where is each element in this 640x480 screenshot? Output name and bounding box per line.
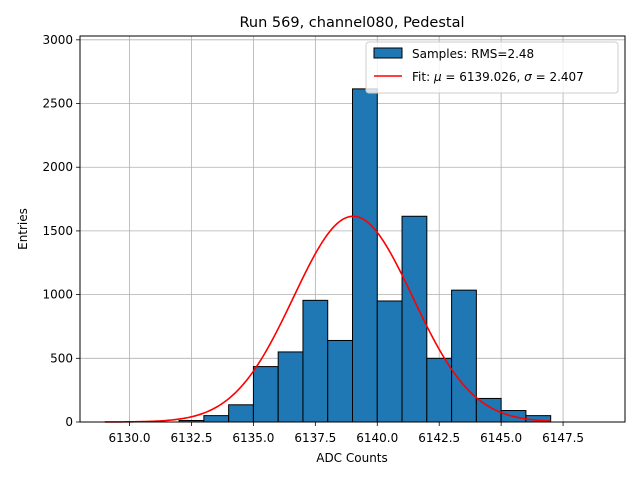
histogram-bar (376, 300, 403, 423)
x-tick-label: 6145.0 (480, 431, 522, 445)
chart-title: Run 569, channel080, Pedestal (239, 15, 464, 31)
x-tick-label: 6132.5 (170, 431, 212, 445)
x-tick-label: 6130.0 (109, 431, 151, 445)
histogram-bars (178, 88, 552, 423)
x-tick-label: 6137.5 (294, 431, 336, 445)
y-tick-label: 2500 (42, 97, 73, 111)
histogram-bar (451, 289, 477, 423)
legend-histogram-label: Samples: RMS=2.48 (412, 47, 534, 61)
legend-histogram-swatch (373, 47, 403, 59)
y-tick-label: 500 (50, 351, 73, 365)
x-tick-label: 6142.5 (418, 431, 460, 445)
legend-fit-label: Fit: μ = 6139.026, σ = 2.407 (412, 70, 584, 84)
histogram-bar (203, 415, 230, 423)
histogram-bar (302, 299, 329, 423)
legend: Samples: RMS=2.48 Fit: μ = 6139.026, σ =… (365, 41, 619, 94)
fit-curve (104, 215, 551, 423)
x-tick-label: 6135.0 (232, 431, 274, 445)
legend-box (365, 41, 619, 94)
y-ticks: 0 500 1000 1500 2000 2500 3000 (42, 33, 80, 429)
plot-frame (79, 35, 626, 423)
histogram-bar (252, 366, 279, 423)
y-tick-label: 0 (65, 415, 73, 429)
y-tick-label: 2000 (42, 160, 73, 174)
x-tick-label: 6147.5 (542, 431, 584, 445)
y-tick-label: 1500 (42, 224, 73, 238)
histogram-bar (426, 357, 453, 423)
x-tick-label: 6140.0 (356, 431, 398, 445)
y-axis-label: Entries (16, 208, 30, 250)
x-grid (129, 36, 564, 422)
y-tick-label: 1000 (42, 288, 73, 302)
fit-curve-group (104, 215, 551, 423)
y-tick-label: 3000 (42, 33, 73, 47)
histogram-bar (327, 339, 353, 423)
histogram-bar (228, 404, 254, 423)
x-axis-label: ADC Counts (316, 451, 388, 465)
histogram-bar (352, 88, 378, 423)
histogram-bar (277, 351, 304, 423)
x-ticks: 6130.0 6132.5 6135.0 6137.5 6140.0 6142.5 6145… (109, 422, 584, 445)
